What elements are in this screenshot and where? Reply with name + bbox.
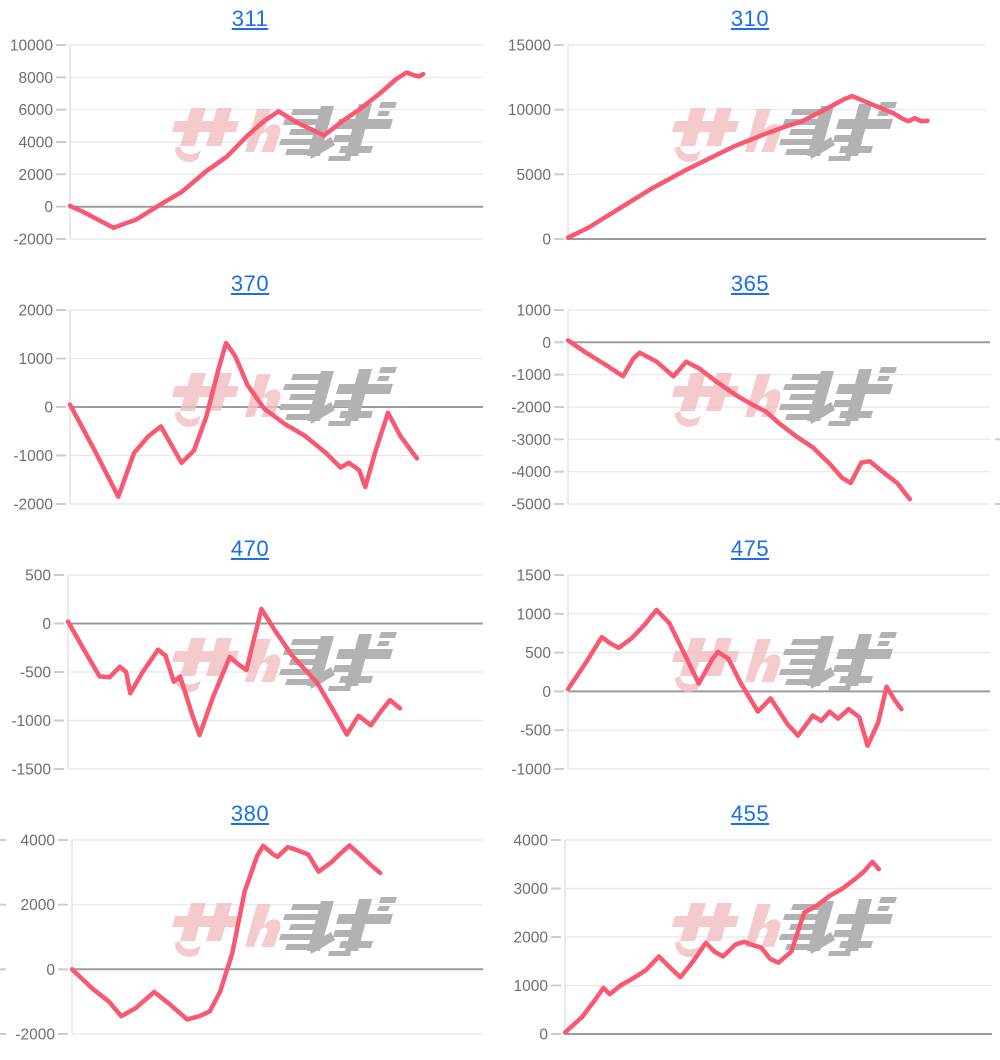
y-tick-label: 2000 xyxy=(19,303,54,320)
y-tick-label: 10000 xyxy=(508,102,551,119)
series-line xyxy=(67,340,420,499)
chart-cell-475: 475 1500 1000 500 0 -500 -1000 xyxy=(500,530,1000,795)
chart-cell-470: 470 500 0 -500 -1000 -1500 xyxy=(0,530,500,795)
chart-title: 455 xyxy=(500,801,1000,827)
chart-link-475[interactable]: 475 xyxy=(730,536,770,561)
chart-svg-311: 10000 8000 6000 4000 2000 0 -2000 xyxy=(10,38,483,249)
chart-cell-370: 370 2000 1000 0 -1000 -2000 xyxy=(0,265,500,530)
watermark-minrepo-logo xyxy=(672,897,897,957)
chart-cell-310: 310 15000 10000 5000 0 xyxy=(500,0,1000,265)
chart-cell-380: 380 4000 2000 0 -2000 xyxy=(0,795,500,1060)
y-tick-label: -1000 xyxy=(511,367,551,384)
y-tick-label: 8000 xyxy=(19,70,54,87)
y-tick-label: 4000 xyxy=(514,833,549,850)
y-tick-label: 1500 xyxy=(517,568,552,585)
y-tick-label: -500 xyxy=(520,723,551,740)
y-tick-label: 4000 xyxy=(21,833,56,850)
series-line xyxy=(69,843,383,1022)
chart-cell-455: 455 4000 3000 2000 1000 0 xyxy=(500,795,1000,1060)
y-tick-label: 1000 xyxy=(517,303,552,320)
series-line xyxy=(67,70,426,230)
chart-link-370[interactable]: 370 xyxy=(230,271,270,296)
y-tick-label: -1500 xyxy=(11,762,51,779)
y-tick-label: 4000 xyxy=(19,135,54,152)
series-line xyxy=(565,338,913,502)
y-tick-label: 1000 xyxy=(517,606,552,623)
chart-svg-380: 4000 2000 0 -2000 xyxy=(0,833,483,1044)
chart-title: 370 xyxy=(0,271,500,297)
chart-link-455[interactable]: 455 xyxy=(730,801,770,826)
chart-title: 365 xyxy=(500,271,1000,297)
series-line xyxy=(562,859,882,1035)
chart-link-310[interactable]: 310 xyxy=(730,6,770,31)
y-tick-label: 0 xyxy=(542,684,551,701)
y-tick-label: -2000 xyxy=(13,497,53,514)
chart-svg-455: 4000 3000 2000 1000 0 xyxy=(514,833,992,1044)
chart-svg-310: 15000 10000 5000 0 xyxy=(508,38,986,249)
chart-link-365[interactable]: 365 xyxy=(730,271,770,296)
y-tick-label: 0 xyxy=(44,199,53,216)
y-tick-label: 1000 xyxy=(514,978,549,995)
y-tick-label: 2000 xyxy=(514,930,549,947)
y-tick-label: -2000 xyxy=(15,1027,55,1044)
y-tick-label: 2000 xyxy=(19,167,54,184)
watermark-minrepo-logo xyxy=(672,102,897,162)
y-tick-label: -1000 xyxy=(13,448,53,465)
y-tick-label: 0 xyxy=(46,962,55,979)
y-tick-label: 2000 xyxy=(21,897,56,914)
chart-svg-365: 1000 0 -1000 -2000 -3000 -4000 -5000 xyxy=(511,303,1000,514)
watermark-minrepo-logo xyxy=(172,897,397,957)
y-tick-label: 0 xyxy=(44,400,53,417)
chart-link-311[interactable]: 311 xyxy=(231,6,269,31)
y-tick-label: -2000 xyxy=(13,232,53,249)
y-tick-label: -500 xyxy=(20,665,51,682)
chart-title: 470 xyxy=(0,536,500,562)
chart-link-470[interactable]: 470 xyxy=(230,536,270,561)
y-tick-label: -4000 xyxy=(511,464,551,481)
series-line xyxy=(65,606,403,738)
y-tick-label: -2000 xyxy=(511,400,551,417)
y-tick-label: -1000 xyxy=(11,713,51,730)
y-tick-label: 5000 xyxy=(517,167,552,184)
y-tick-label: 500 xyxy=(25,568,51,585)
y-tick-label: 15000 xyxy=(508,38,551,55)
y-tick-label: 6000 xyxy=(19,102,54,119)
y-tick-label: -3000 xyxy=(511,432,551,449)
chart-link-380[interactable]: 380 xyxy=(230,801,270,826)
y-tick-label: 10000 xyxy=(10,38,53,55)
series-line xyxy=(565,93,930,240)
series-line xyxy=(565,607,904,748)
watermark-minrepo-logo xyxy=(672,632,897,692)
chart-cell-365: 365 1000 0 -1000 -2000 -3000 -4000 -5000 xyxy=(500,265,1000,530)
y-tick-label: 500 xyxy=(525,645,551,662)
chart-svg-470: 500 0 -500 -1000 -1500 xyxy=(11,568,483,779)
y-tick-label: -5000 xyxy=(511,497,551,514)
y-tick-label: 0 xyxy=(42,616,51,633)
chart-svg-370: 2000 1000 0 -1000 -2000 xyxy=(13,303,483,514)
chart-title: 475 xyxy=(500,536,1000,562)
chart-title: 310 xyxy=(500,6,1000,32)
chart-svg-475: 1500 1000 500 0 -500 -1000 xyxy=(511,568,990,779)
y-tick-label: 0 xyxy=(539,1027,548,1044)
y-tick-label: 0 xyxy=(542,335,551,352)
y-tick-label: -1000 xyxy=(511,762,551,779)
chart-title: 380 xyxy=(0,801,500,827)
chart-title: 311 xyxy=(0,6,500,32)
y-tick-label: 0 xyxy=(542,232,551,249)
watermark-minrepo-logo xyxy=(172,102,397,162)
y-tick-label: 1000 xyxy=(19,351,54,368)
chart-cell-311: 311 10000 8000 6000 4000 2000 0 -2000 xyxy=(0,0,500,265)
y-tick-label: 3000 xyxy=(514,881,549,898)
